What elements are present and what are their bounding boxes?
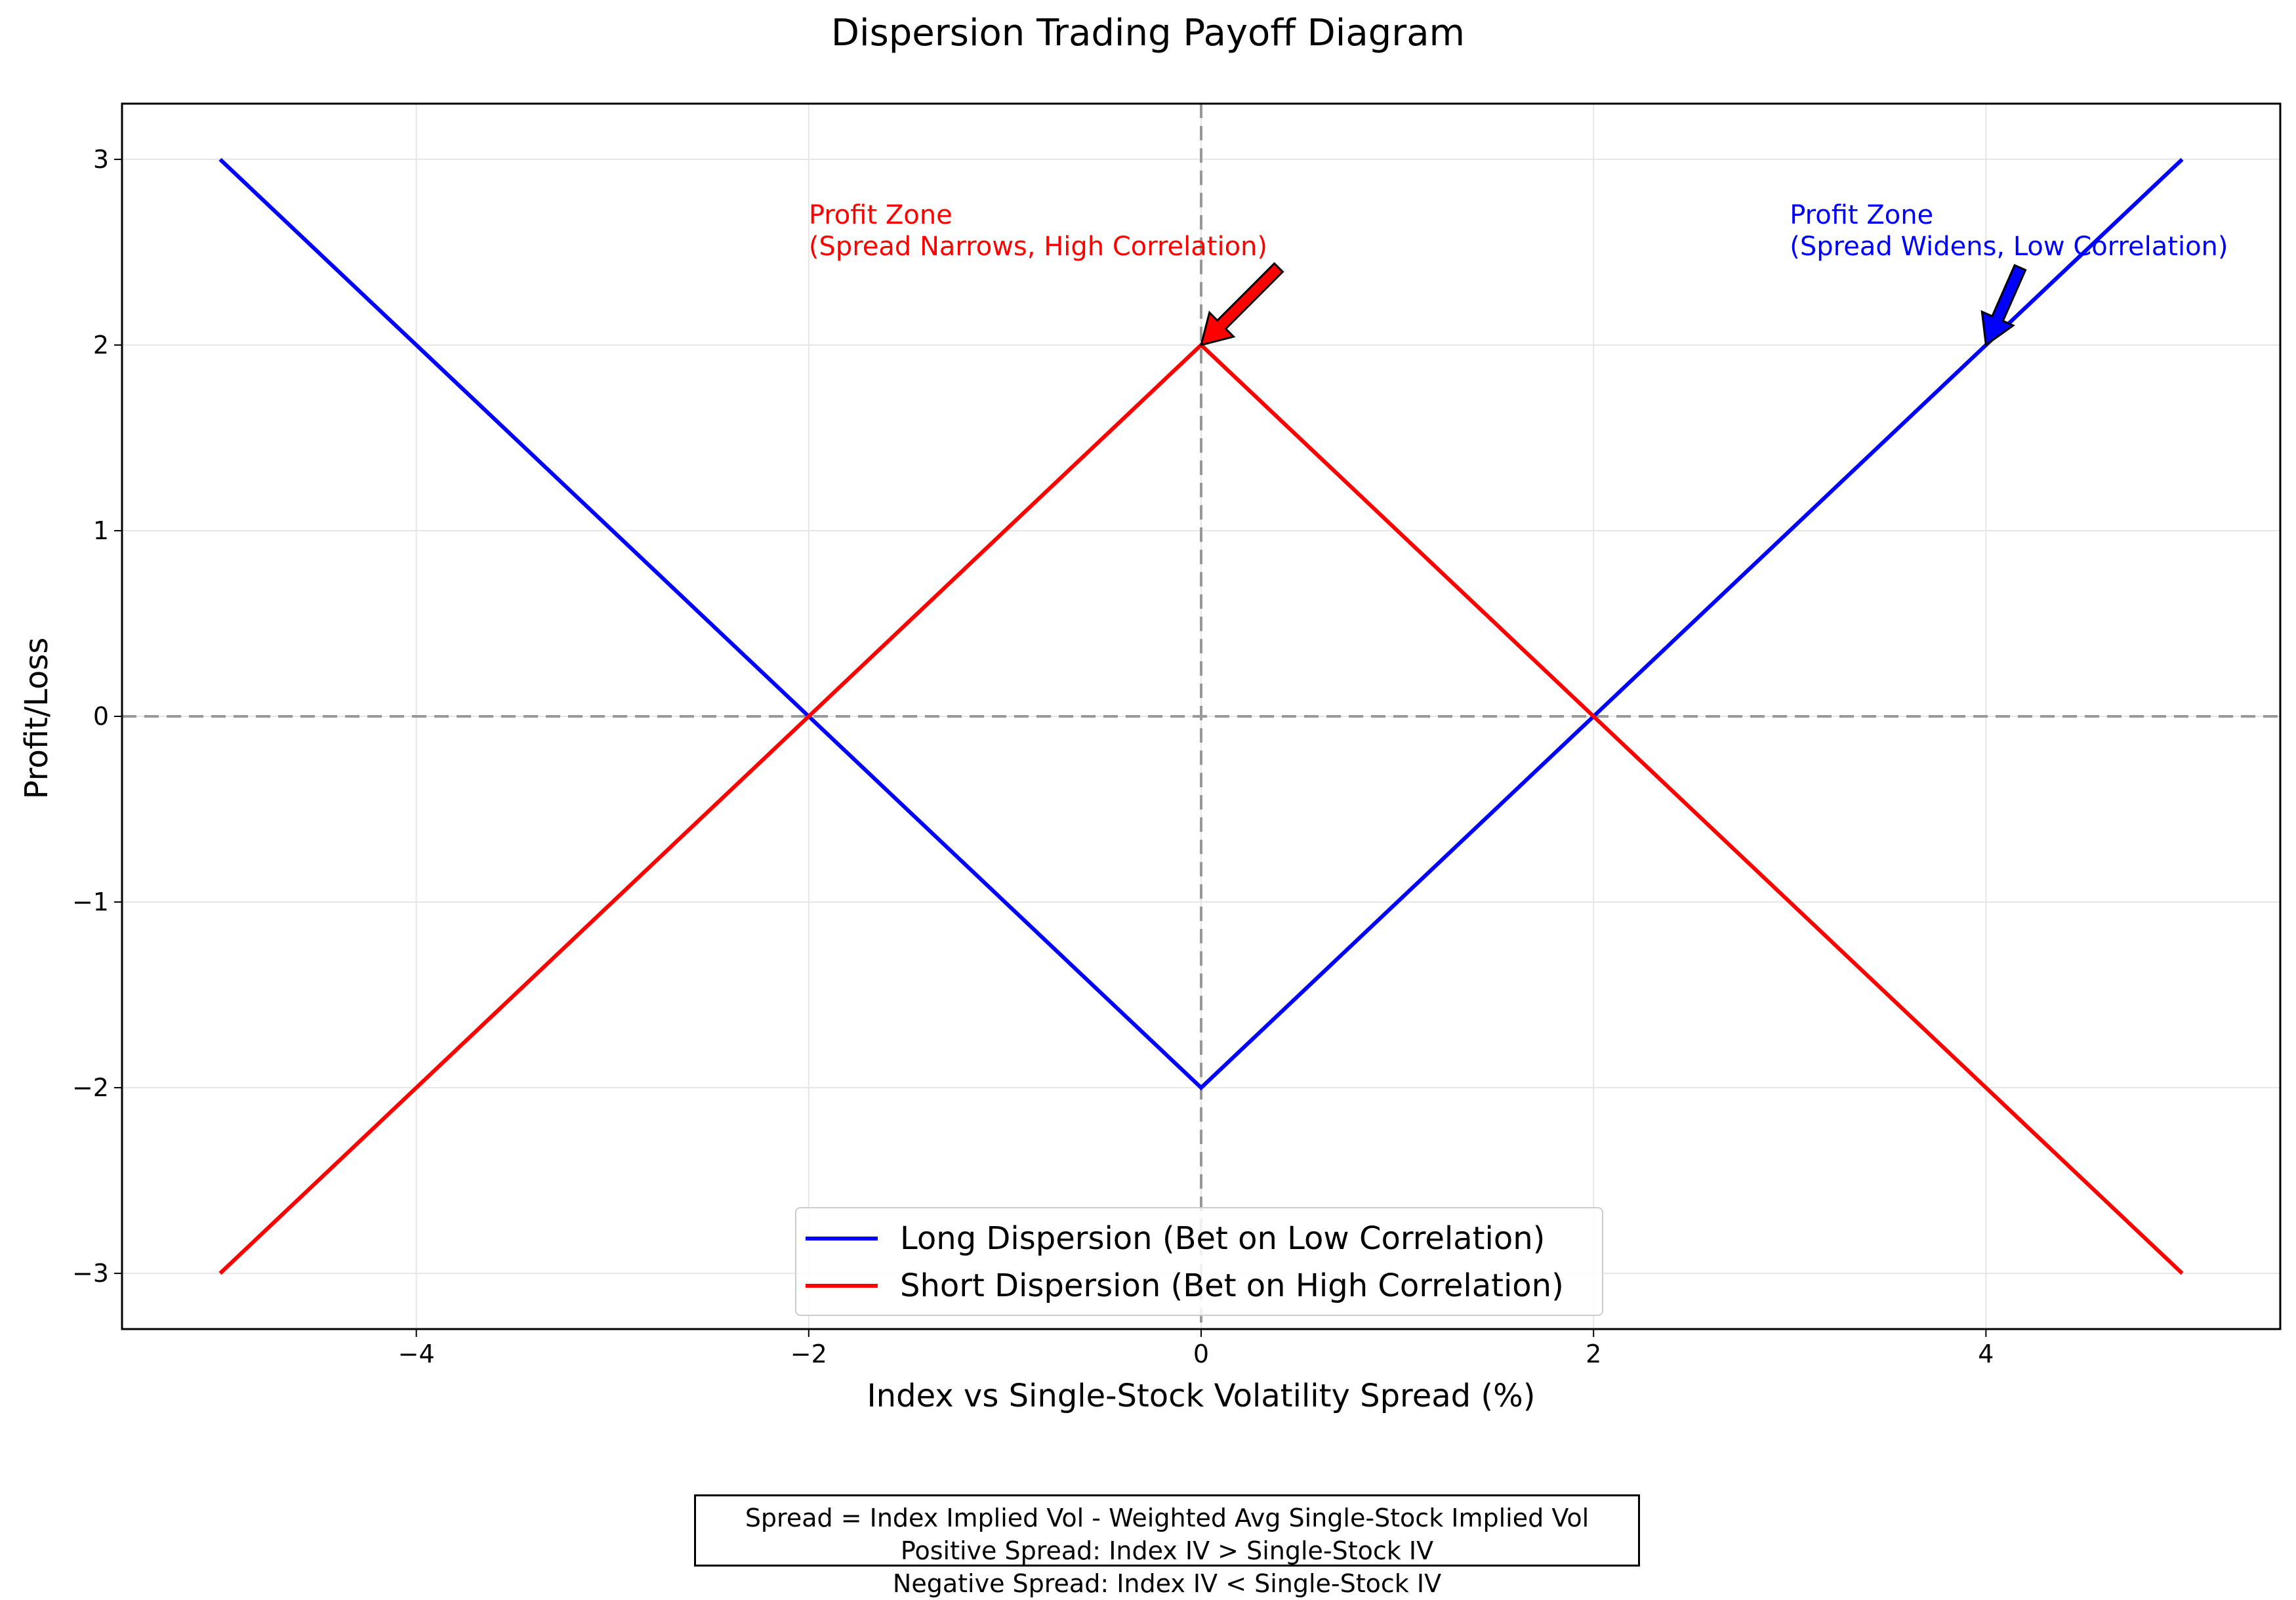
series-line-long	[218, 157, 2184, 1091]
grid	[114, 104, 2280, 1337]
chart-title: Dispersion Trading Payoff Diagram	[830, 12, 1466, 54]
y-tick-label: −2	[72, 1073, 109, 1103]
x-tick-label: −4	[398, 1340, 435, 1368]
legend-label-short: Short Dispersion (Bet on High Correlatio…	[900, 1267, 1564, 1304]
annotation-line: Profit Zone	[808, 200, 953, 231]
y-tick-label: 3	[92, 144, 109, 174]
annotation-line: (Spread Widens, Low Correlation)	[1790, 232, 2228, 262]
legend-item-short: Short Dispersion (Bet on High Correlatio…	[806, 1265, 1564, 1307]
y-tick-label: −1	[72, 888, 109, 917]
annotation-line: (Spread Narrows, High Correlation)	[808, 232, 1268, 262]
plot-frame	[121, 102, 2282, 1330]
y-tick-label: 1	[92, 516, 109, 545]
note-line: Negative Spread: Index IV < Single-Stock…	[892, 1569, 1442, 1598]
annotation-arrow-0	[1199, 262, 1284, 346]
legend-swatch-long	[806, 1237, 878, 1241]
x-tick-label: 4	[1978, 1340, 1994, 1368]
legend: Long Dispersion (Bet on Low Correlation)…	[795, 1207, 1603, 1316]
x-axis-label: Index vs Single-Stock Volatility Spread …	[867, 1378, 1536, 1414]
reference-lines	[122, 104, 2280, 1329]
annotation-line: Profit Zone	[1790, 200, 1934, 231]
y-tick-label: 2	[92, 330, 109, 359]
legend-item-long: Long Dispersion (Bet on Low Correlation)	[806, 1218, 1545, 1260]
legend-swatch-short	[806, 1284, 878, 1288]
y-axis-label: Profit/Loss	[18, 637, 55, 800]
x-tick-label: 2	[1586, 1340, 1602, 1368]
annotation-arrow-1	[1980, 264, 2027, 347]
annotation-profit-zone-widens: Profit Zone (Spread Widens, Low Correlat…	[1790, 199, 2228, 262]
notes-box: Spread = Index Implied Vol - Weighted Av…	[694, 1494, 1640, 1598]
note-line: Spread = Index Implied Vol - Weighted Av…	[745, 1504, 1589, 1532]
annotation-arrows	[1199, 262, 2027, 347]
annotation-profit-zone-narrows: Profit Zone (Spread Narrows, High Correl…	[809, 199, 1267, 262]
y-tick-label: 0	[92, 702, 109, 731]
note-line: Positive Spread: Index IV > Single-Stock…	[900, 1536, 1434, 1565]
legend-label-long: Long Dispersion (Bet on Low Correlation)	[900, 1220, 1546, 1257]
y-tick-label: −3	[72, 1259, 109, 1288]
x-tick-label: 0	[1193, 1340, 1210, 1368]
x-tick-label: −2	[790, 1340, 827, 1368]
